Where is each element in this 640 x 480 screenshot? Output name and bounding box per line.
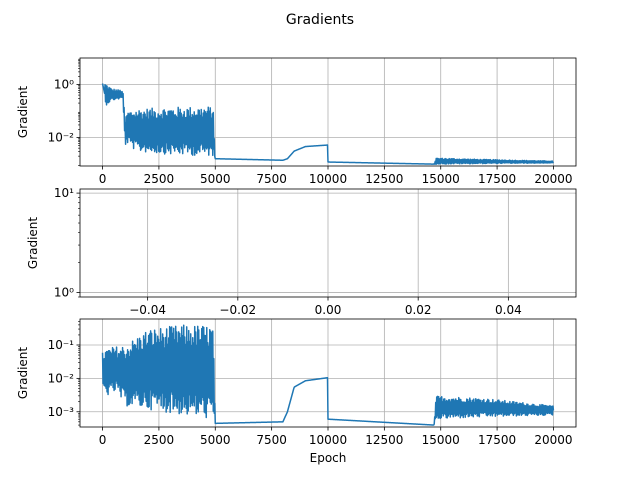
y-tick: 10⁰	[54, 78, 80, 92]
y-axis-label: Gradient	[26, 217, 40, 270]
x-tick: 10000	[309, 166, 347, 186]
x-tick: −0.02	[219, 297, 256, 317]
x-tick: 0	[99, 166, 107, 186]
y-tick-label: 10⁻¹	[48, 338, 75, 352]
x-tick: 15000	[422, 166, 460, 186]
x-tick: −0.04	[129, 297, 166, 317]
x-tick-label: 20000	[534, 433, 572, 447]
x-tick-label: 5000	[200, 172, 231, 186]
x-tick: 2500	[144, 166, 175, 186]
x-tick: 0.02	[405, 297, 432, 317]
y-tick-label: 10¹	[54, 186, 74, 200]
x-tick-label: 15000	[422, 433, 460, 447]
x-tick: 12500	[365, 166, 403, 186]
x-tick: 0	[99, 427, 107, 447]
x-tick: 10000	[309, 427, 347, 447]
y-tick-label: 10⁻²	[48, 371, 75, 385]
x-tick-label: 10000	[309, 433, 347, 447]
x-tick-label: 7500	[256, 433, 287, 447]
y-tick: 10⁻³	[48, 405, 80, 419]
x-tick: 7500	[256, 166, 287, 186]
y-axis-label: Gradient	[16, 347, 30, 400]
x-tick: 20000	[534, 427, 573, 447]
x-tick-label: 2500	[144, 172, 175, 186]
x-tick: 12500	[365, 427, 403, 447]
x-tick-label: −0.04	[129, 303, 166, 317]
x-tick: 17500	[478, 427, 516, 447]
x-tick-label: 0	[99, 172, 107, 186]
x-tick: 7500	[256, 427, 287, 447]
x-tick: 0.04	[495, 297, 522, 317]
x-tick: 17500	[478, 166, 516, 186]
x-tick: 5000	[200, 427, 231, 447]
x-tick: 2500	[144, 427, 175, 447]
x-tick-label: 0.00	[315, 303, 342, 317]
x-tick-label: 0.02	[405, 303, 432, 317]
x-tick-label: 17500	[478, 172, 516, 186]
x-tick-label: 7500	[256, 172, 287, 186]
x-tick-label: 20000	[534, 172, 572, 186]
y-tick-label: 10⁻³	[48, 405, 75, 419]
x-tick-label: 17500	[478, 433, 516, 447]
x-tick-label: 12500	[365, 172, 403, 186]
y-tick: 10⁰	[54, 285, 80, 299]
y-tick: 10⁻¹	[48, 338, 80, 352]
y-axis-label: Gradient	[16, 86, 30, 139]
figure-title: Gradients	[286, 12, 354, 28]
y-tick-label: 10⁰	[54, 285, 74, 299]
y-tick-label: 10⁰	[54, 78, 74, 92]
gradient-series-line	[101, 83, 555, 165]
x-tick-label: 10000	[309, 172, 347, 186]
y-tick-label: 10⁻²	[48, 131, 75, 145]
x-tick-label: 0.04	[495, 303, 522, 317]
x-tick-label: 5000	[200, 433, 231, 447]
x-tick: 20000	[534, 166, 573, 186]
axes-middle: −0.04 −0.02 0.00 0.02 0.04 10⁰ 10¹ Gradient	[26, 186, 577, 317]
x-tick-label: 15000	[422, 172, 460, 186]
y-tick: 10⁻²	[48, 131, 80, 145]
x-axis-label: Epoch	[310, 451, 347, 465]
x-tick: 15000	[422, 427, 460, 447]
x-tick: 0.00	[315, 297, 342, 317]
x-tick-label: 2500	[144, 433, 175, 447]
gradient-series-line	[101, 324, 555, 426]
x-tick-label: 0	[99, 433, 107, 447]
axes-top: 0 2500 5000 7500 10000 12500 15000 17500 20000 10…	[16, 57, 577, 186]
y-tick: 10¹	[54, 186, 80, 200]
y-tick: 10⁻²	[48, 371, 80, 385]
x-tick-label: −0.02	[219, 303, 256, 317]
x-tick: 5000	[200, 166, 231, 186]
x-tick-label: 12500	[365, 433, 403, 447]
axes-bottom: 0 2500 5000 7500 10000 12500 15000 17500 20000 10…	[16, 318, 577, 465]
